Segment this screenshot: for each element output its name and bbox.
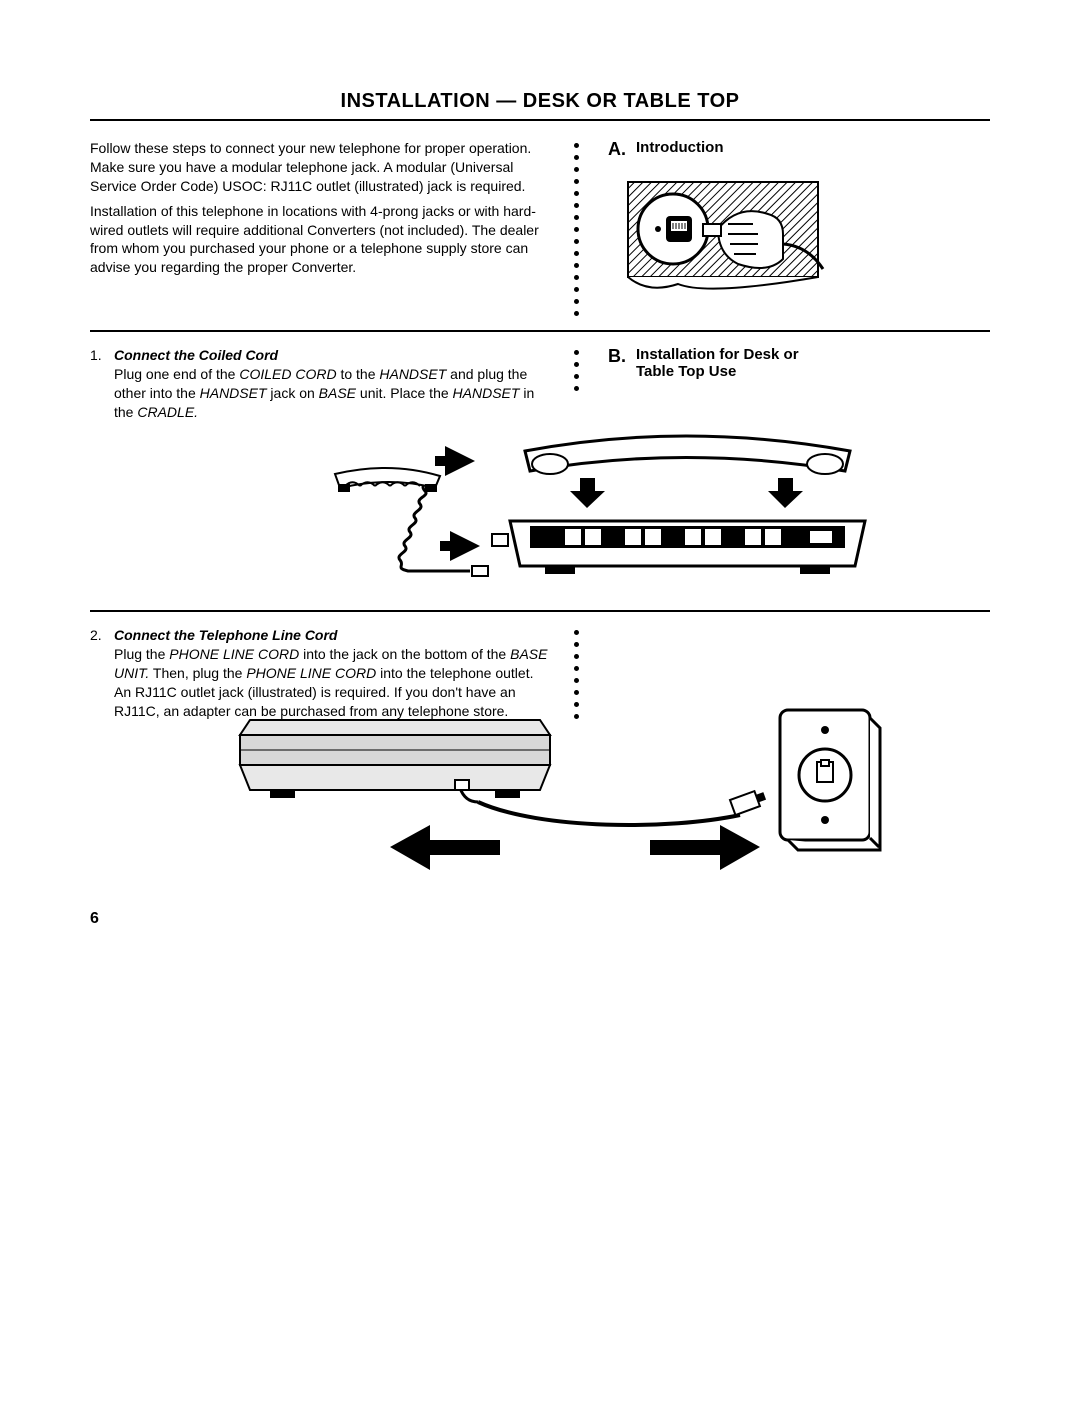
dot-divider-2 [572,346,580,391]
t: CRADLE. [137,404,198,420]
letter-b: B. [608,346,626,367]
label-a: Introduction [636,139,723,156]
illustration-jack [608,174,990,304]
right-b: B. Installation for Desk or Table Top Us… [580,346,990,380]
t: HANDSET [379,366,446,382]
step1-left: 1. Connect the Coiled Cord Plug one end … [90,346,572,422]
heading-b: B. Installation for Desk or Table Top Us… [608,346,990,380]
t: unit. Place the [356,385,453,401]
t: PHONE LINE CORD [169,646,299,662]
t: HANDSET [453,385,520,401]
intro-p2: Installation of this telephone in locati… [90,202,552,278]
t: COILED CORD [239,366,336,382]
step1-num: 1. [90,346,114,422]
t: to the [337,366,380,382]
t: into the jack on the bottom of the [299,646,510,662]
page-title: INSTALLATION — DESK OR TABLE TOP [90,90,990,113]
page: INSTALLATION — DESK OR TABLE TOP Follow … [0,0,1080,1409]
t: Plug the [114,646,169,662]
step1-body: Connect the Coiled Cord Plug one end of … [114,346,552,422]
intro-left: Follow these steps to connect your new t… [90,139,572,277]
row-intro: Follow these steps to connect your new t… [90,139,990,316]
t: jack on [267,385,319,401]
dot-divider-1 [572,139,580,316]
t: Plug one end of the [114,366,239,382]
rule-1 [90,330,990,332]
t: Table Top Use [636,363,736,380]
t: Then, plug the [149,665,246,681]
t: Installation for Desk or [636,346,799,363]
label-b: Installation for Desk or Table Top Use [636,346,799,380]
illustration-line-cord [220,700,1080,880]
page-number: 6 [90,910,990,928]
heading-a: A. Introduction [608,139,990,160]
rule-2 [90,610,990,612]
t: PHONE LINE CORD [246,665,376,681]
intro-p1: Follow these steps to connect your new t… [90,139,552,196]
t: BASE [319,385,356,401]
step2-heading: Connect the Telephone Line Cord [114,627,338,643]
t: HANDSET [200,385,267,401]
right-a: A. Introduction [580,139,990,304]
step2-num: 2. [90,626,114,720]
illustration-coiled-and-phone [240,426,990,596]
letter-a: A. [608,139,626,160]
step1-heading: Connect the Coiled Cord [114,347,278,363]
title-rule [90,119,990,121]
